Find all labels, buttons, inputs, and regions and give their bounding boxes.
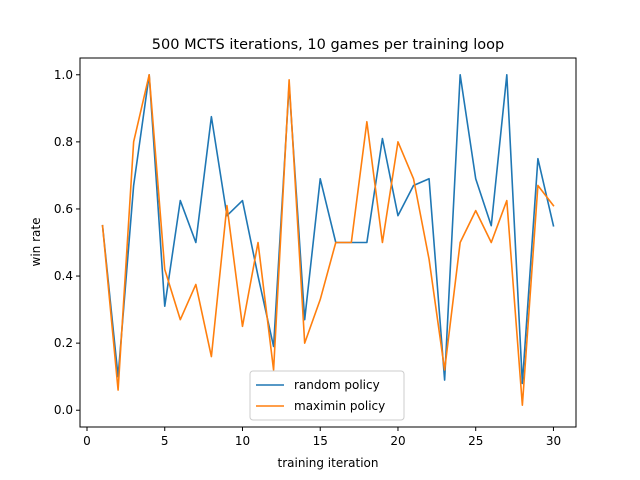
x-tick-label: 25	[468, 434, 483, 448]
legend-label: random policy	[294, 378, 380, 392]
x-tick-label: 10	[235, 434, 250, 448]
y-tick-label: 1.0	[54, 68, 73, 82]
series-line-random-policy	[101, 73, 555, 385]
x-axis: 0 5 10 15 20 25 30	[83, 427, 561, 448]
legend-label: maximin policy	[294, 399, 385, 413]
x-tick-label: 20	[390, 434, 405, 448]
x-axis-label: training iteration	[278, 456, 379, 470]
series-line-maximin-policy	[101, 73, 555, 407]
y-tick-label: 0.8	[54, 135, 73, 149]
y-tick-label: 0.6	[54, 202, 73, 216]
legend-box	[249, 370, 405, 421]
y-axis: 0.0 0.2 0.4 0.6 0.8 1.0	[54, 68, 80, 417]
x-tick-label: 30	[546, 434, 561, 448]
y-tick-label: 0.4	[54, 269, 73, 283]
chart-title: 500 MCTS iterations, 10 games per traini…	[152, 37, 504, 53]
legend: random policy maximin policy	[249, 370, 405, 421]
x-tick-label: 5	[161, 434, 169, 448]
y-tick-label: 0.0	[54, 403, 73, 417]
y-axis-label: win rate	[29, 218, 43, 267]
axes-frame	[79, 57, 577, 428]
y-tick-label: 0.2	[54, 336, 73, 350]
x-tick-label: 0	[83, 434, 91, 448]
series-layer	[101, 73, 555, 407]
x-tick-label: 15	[313, 434, 328, 448]
